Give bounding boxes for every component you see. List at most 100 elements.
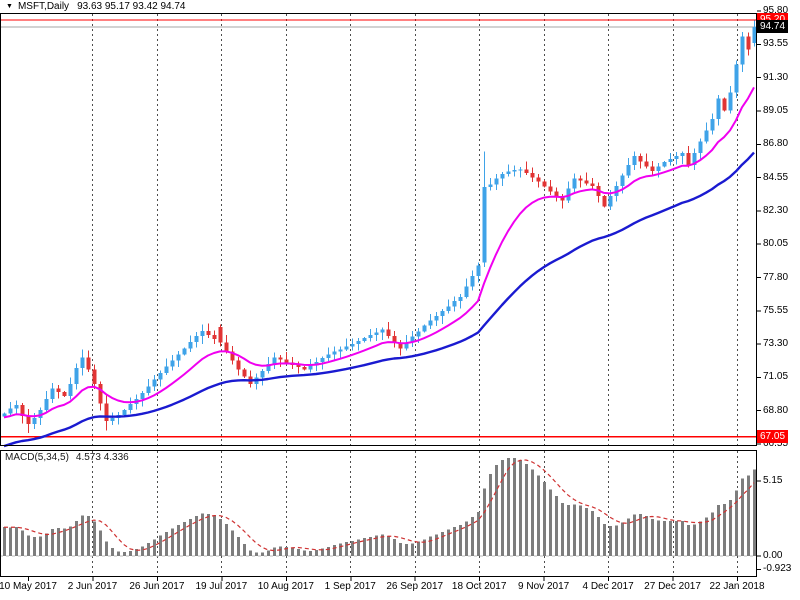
candle-body [206,330,211,336]
candle-body [122,409,127,416]
fast-ma-line[interactable] [3,86,755,419]
macd-bar [393,538,396,556]
candle-body [392,335,397,343]
candle-body [716,98,721,120]
price-axis[interactable]: 95.80 93.55 91.30 89.05 86.80 84.55 82.30 80.05… [757,0,800,600]
macd-panel-frame [0,450,757,577]
candle-body [110,418,115,422]
macd-bar [519,459,522,556]
macd-bar [201,513,204,556]
macd-bar [447,529,450,556]
macd-bar [15,527,18,556]
candle-body [410,336,415,343]
macd-bar [459,524,462,556]
macd-bar [9,527,12,556]
candle-body [164,366,169,373]
candle-body [752,26,757,44]
macd-bar [621,522,624,556]
macd-bar [579,505,582,556]
macd-bar [147,543,150,556]
macd-bar [495,465,498,556]
macd-bar [45,533,48,556]
price-tick-label: 86.80 [763,138,789,150]
candle-body [602,196,607,207]
candle-body [152,379,157,387]
date-tick-label: 10 May 2017 [0,581,57,592]
candle-body [14,404,19,409]
candle-body [50,388,55,399]
candle-body [296,364,301,368]
grid-layer [92,14,738,576]
candle-body [146,386,151,393]
price-tick-label: 71.05 [763,371,789,383]
macd-bar [57,527,60,556]
price-tick-label: 93.55 [763,38,789,50]
price-tick-label: 82.30 [763,204,789,216]
candle-body [350,344,355,347]
candle-body [218,327,223,343]
candle-body [44,398,49,410]
macd-bar [549,489,552,556]
candle-body [734,64,739,93]
macd-bar [603,523,606,556]
candle-body [38,409,43,419]
price-tick-label: 95.80 [763,5,789,17]
candle-body [338,349,343,352]
macd-bar [177,524,180,556]
candle-body [170,360,175,367]
macd-bar [423,539,426,556]
candle-body [710,119,715,131]
date-tick-label: 27 Dec 2017 [644,581,701,592]
candle-body [422,325,427,332]
macd-bar [339,543,342,556]
candle-body [578,178,583,181]
macd-bar [693,524,696,556]
date-tick-label: 9 Nov 2017 [518,581,570,592]
candle-body [236,360,241,370]
candle-body [518,169,523,171]
candle-body [182,348,187,355]
candle-body [26,415,31,425]
macd-bar [3,527,6,556]
slow-ma-line[interactable] [3,151,755,448]
time-axis[interactable]: 10 May 2017 2 Jun 2017 26 Jun 2017 19 Jul 2… [0,577,765,600]
macd-bar [597,516,600,556]
date-tick-label: 22 Jan 2018 [709,581,765,592]
macd-bar [375,535,378,556]
macd-bar [279,546,282,556]
macd-bar [333,545,336,556]
macd-bar [93,521,96,556]
candle-body [650,166,655,171]
macd-bar [471,516,474,556]
candle-body [656,166,661,171]
candle-body [626,165,631,176]
candle-body [668,159,673,163]
macd-bar [585,508,588,556]
ohlc-quote-text: 93.63 95.17 93.42 94.74 [77,1,186,12]
macd-histogram [3,458,756,556]
symbol-marker-icon: ▼ [6,3,13,10]
macd-bar [417,541,420,556]
macd-bar [657,520,660,556]
candle-body [590,183,595,186]
macd-bar [429,536,432,556]
macd-bar [231,530,234,556]
price-tick-label: 91.30 [763,71,789,83]
candle-body [56,388,61,393]
candle-body [92,369,97,385]
macd-bar [735,490,738,556]
candle-body [68,384,73,396]
macd-bar [249,550,252,556]
macd-bar [351,540,354,556]
candle-body [554,191,559,197]
macd-bar [243,543,246,556]
macd-bar [315,549,318,556]
macd-bar [165,531,168,556]
macd-bar [189,518,192,556]
indicator-name-text: MACD(5,34,5) [5,452,69,463]
candle-body [524,169,529,174]
price-tick-label: 77.80 [763,271,789,283]
price-tick-label: 66.55 [763,438,789,450]
